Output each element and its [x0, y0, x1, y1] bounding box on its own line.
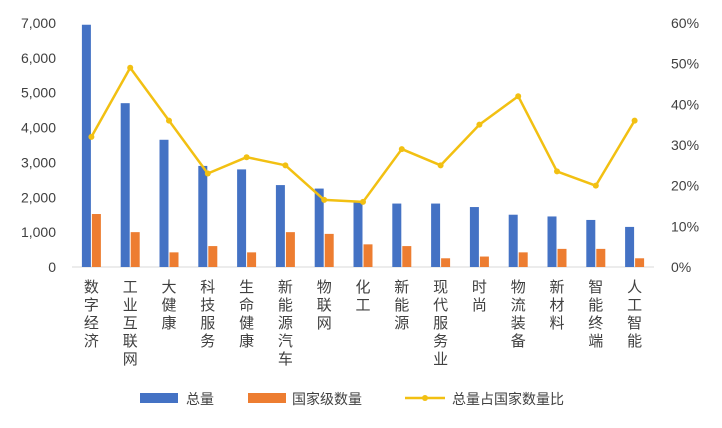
left-tick-label: 2,000	[21, 189, 56, 205]
ratio-point[interactable]	[166, 117, 172, 124]
bar-national[interactable]	[324, 233, 334, 267]
legend-label-total: 总量	[186, 392, 214, 408]
bar-total[interactable]	[392, 203, 402, 267]
bar-total[interactable]	[508, 214, 518, 267]
ratio-point[interactable]	[127, 64, 134, 71]
category-label: 科技服务	[200, 278, 215, 350]
legend-item-national[interactable]: 国家级数量	[248, 391, 362, 408]
ratio-point[interactable]	[515, 93, 522, 100]
category-label: 化工	[355, 278, 370, 314]
bar-series	[81, 24, 645, 268]
left-tick-label: 6,000	[21, 50, 56, 66]
ratio-point[interactable]	[360, 198, 366, 205]
category-label: 新材料	[549, 278, 564, 332]
bar-total[interactable]	[314, 188, 324, 267]
left-tick-label: 4,000	[21, 120, 56, 136]
bar-national[interactable]	[557, 248, 567, 267]
category-label: 大健康	[161, 278, 176, 332]
bar-national[interactable]	[635, 258, 645, 267]
legend-label-ratio: 总量占国家数量比	[452, 391, 564, 408]
category-label: 物联网	[317, 278, 332, 332]
bar-national[interactable]	[91, 214, 101, 267]
bar-national[interactable]	[285, 232, 295, 267]
bar-total[interactable]	[81, 24, 91, 267]
right-tick-label: 50%	[671, 56, 699, 72]
right-tick-label: 40%	[671, 96, 699, 112]
bar-total[interactable]	[586, 219, 596, 267]
legend-label-national: 国家级数量	[292, 391, 362, 408]
bar-total[interactable]	[120, 103, 130, 268]
category-label: 物流装备	[511, 278, 526, 350]
bar-total[interactable]	[275, 185, 285, 267]
ratio-point[interactable]	[476, 121, 483, 128]
ratio-point[interactable]	[282, 162, 289, 169]
bar-total[interactable]	[431, 203, 441, 267]
bar-national[interactable]	[363, 244, 373, 267]
bar-total[interactable]	[159, 139, 169, 267]
right-tick-label: 0%	[671, 259, 691, 275]
ratio-point[interactable]	[204, 170, 211, 177]
ratio-point[interactable]	[592, 182, 599, 189]
right-tick-label: 60%	[671, 15, 699, 31]
bar-total[interactable]	[469, 207, 479, 267]
bar-total[interactable]	[625, 226, 635, 267]
bar-total[interactable]	[353, 202, 363, 267]
bar-national[interactable]	[596, 248, 606, 267]
bar-national[interactable]	[518, 252, 528, 267]
left-y-axis: 0 1,000 2,000 3,000 4,000 5,000 6,000 7,000	[21, 15, 56, 275]
bar-national[interactable]	[169, 252, 179, 267]
category-label: 数字经济	[84, 278, 99, 350]
category-label: 现代服务业	[433, 278, 448, 368]
left-tick-label: 5,000	[21, 85, 56, 101]
legend: 总量 国家级数量 总量占国家数量比	[140, 391, 564, 408]
category-label: 新能源	[394, 278, 409, 332]
category-label: 工业互联网	[123, 278, 138, 368]
ratio-point[interactable]	[243, 154, 250, 161]
category-label: 人工智能	[627, 278, 642, 350]
ratio-point[interactable]	[321, 196, 328, 203]
bar-national[interactable]	[441, 258, 451, 267]
right-tick-label: 20%	[671, 178, 699, 194]
line-series	[88, 64, 638, 205]
legend-item-total[interactable]: 总量	[140, 392, 214, 408]
ratio-line	[90, 66, 636, 204]
category-label: 生命健康	[239, 278, 254, 350]
ratio-point[interactable]	[88, 133, 95, 140]
bar-national[interactable]	[247, 252, 257, 267]
category-label: 智能终端	[588, 278, 603, 350]
right-tick-label: 30%	[671, 137, 699, 153]
legend-swatch-total	[140, 393, 178, 403]
ratio-point[interactable]	[398, 146, 405, 153]
bar-total[interactable]	[198, 165, 208, 267]
bar-national[interactable]	[479, 256, 489, 267]
left-tick-label: 3,000	[21, 154, 56, 170]
right-tick-label: 10%	[671, 218, 699, 234]
bar-national[interactable]	[402, 246, 412, 267]
ratio-point[interactable]	[631, 117, 638, 124]
left-tick-label: 0	[48, 259, 56, 275]
ratio-point[interactable]	[554, 168, 560, 175]
bar-total[interactable]	[237, 169, 247, 267]
right-y-axis: 0% 10% 20% 30% 40% 50% 60%	[671, 15, 699, 275]
left-tick-label: 1,000	[21, 224, 56, 240]
legend-marker-ratio	[422, 395, 428, 401]
category-label: 时尚	[472, 278, 487, 314]
legend-swatch-national	[248, 393, 286, 403]
bar-national[interactable]	[208, 246, 218, 267]
ratio-point[interactable]	[437, 162, 444, 169]
category-label: 新能源汽车	[278, 278, 293, 368]
legend-item-ratio[interactable]: 总量占国家数量比	[405, 391, 564, 408]
bar-total[interactable]	[547, 216, 557, 267]
bar-national[interactable]	[130, 232, 140, 267]
left-tick-label: 7,000	[21, 15, 56, 31]
category-labels: 数字经济 工业互联网 大健康 科技服务 生命健康 新能源汽车 物联网 化工 新能源 现代服务业 时尚…	[84, 278, 642, 368]
